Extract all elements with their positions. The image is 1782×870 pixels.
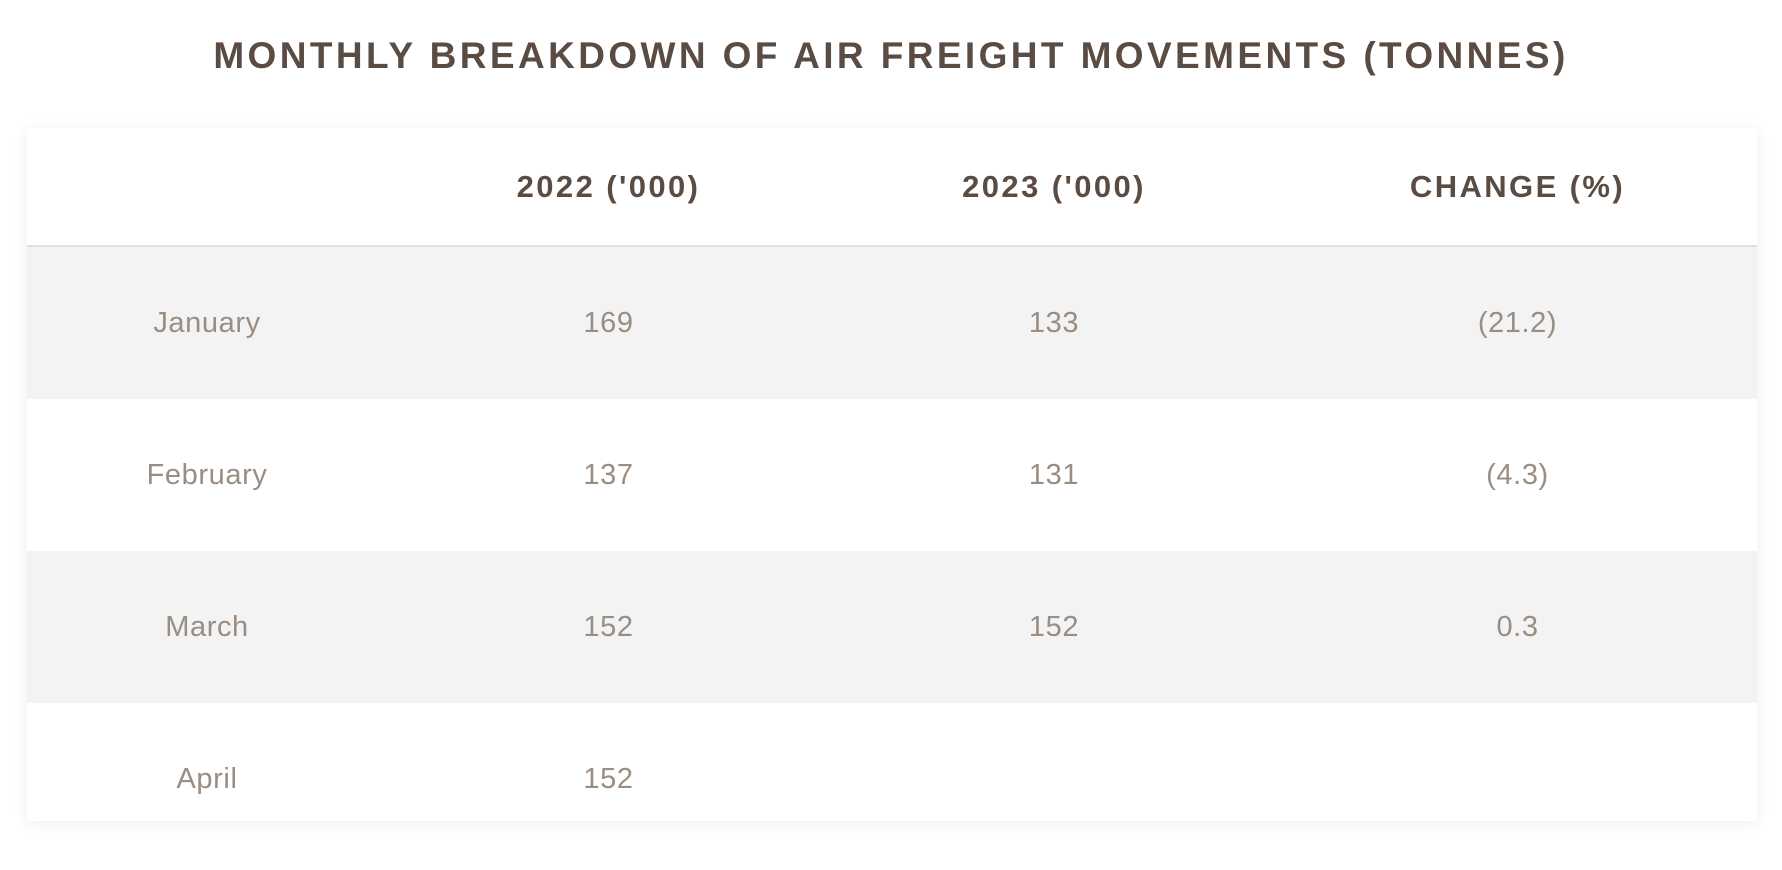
- cell-2023: [830, 703, 1278, 821]
- cell-2022: 152: [387, 703, 830, 821]
- page-title: MONTHLY BREAKDOWN OF AIR FREIGHT MOVEMEN…: [213, 35, 1569, 76]
- cell-change: (21.2): [1278, 246, 1757, 399]
- header-2022: 2022 ('000): [387, 128, 830, 247]
- table-row: February 137 131 (4.3): [27, 399, 1757, 551]
- cell-month: February: [27, 399, 387, 551]
- cell-2023: 133: [830, 246, 1278, 399]
- header-change: CHANGE (%): [1278, 128, 1757, 247]
- header-row: 2022 ('000) 2023 ('000) CHANGE (%): [27, 128, 1757, 247]
- table-row: March 152 152 0.3: [27, 551, 1757, 703]
- freight-table: 2022 ('000) 2023 ('000) CHANGE (%) Janua…: [27, 128, 1757, 821]
- cell-month: January: [27, 246, 387, 399]
- cell-month: March: [27, 551, 387, 703]
- table-row: January 169 133 (21.2): [27, 246, 1757, 399]
- cell-2022: 152: [387, 551, 830, 703]
- table-row: April 152: [27, 703, 1757, 821]
- data-table-card: 2022 ('000) 2023 ('000) CHANGE (%) Janua…: [27, 128, 1757, 821]
- table-header: 2022 ('000) 2023 ('000) CHANGE (%): [27, 128, 1757, 247]
- cell-change: (4.3): [1278, 399, 1757, 551]
- cell-2022: 137: [387, 399, 830, 551]
- table-body: January 169 133 (21.2) February 137 131 …: [27, 246, 1757, 821]
- cell-2023: 131: [830, 399, 1278, 551]
- header-2023: 2023 ('000): [830, 128, 1278, 247]
- cell-2022: 169: [387, 246, 830, 399]
- cell-month: April: [27, 703, 387, 821]
- cell-change: [1278, 703, 1757, 821]
- cell-2023: 152: [830, 551, 1278, 703]
- header-month: [27, 128, 387, 247]
- cell-change: 0.3: [1278, 551, 1757, 703]
